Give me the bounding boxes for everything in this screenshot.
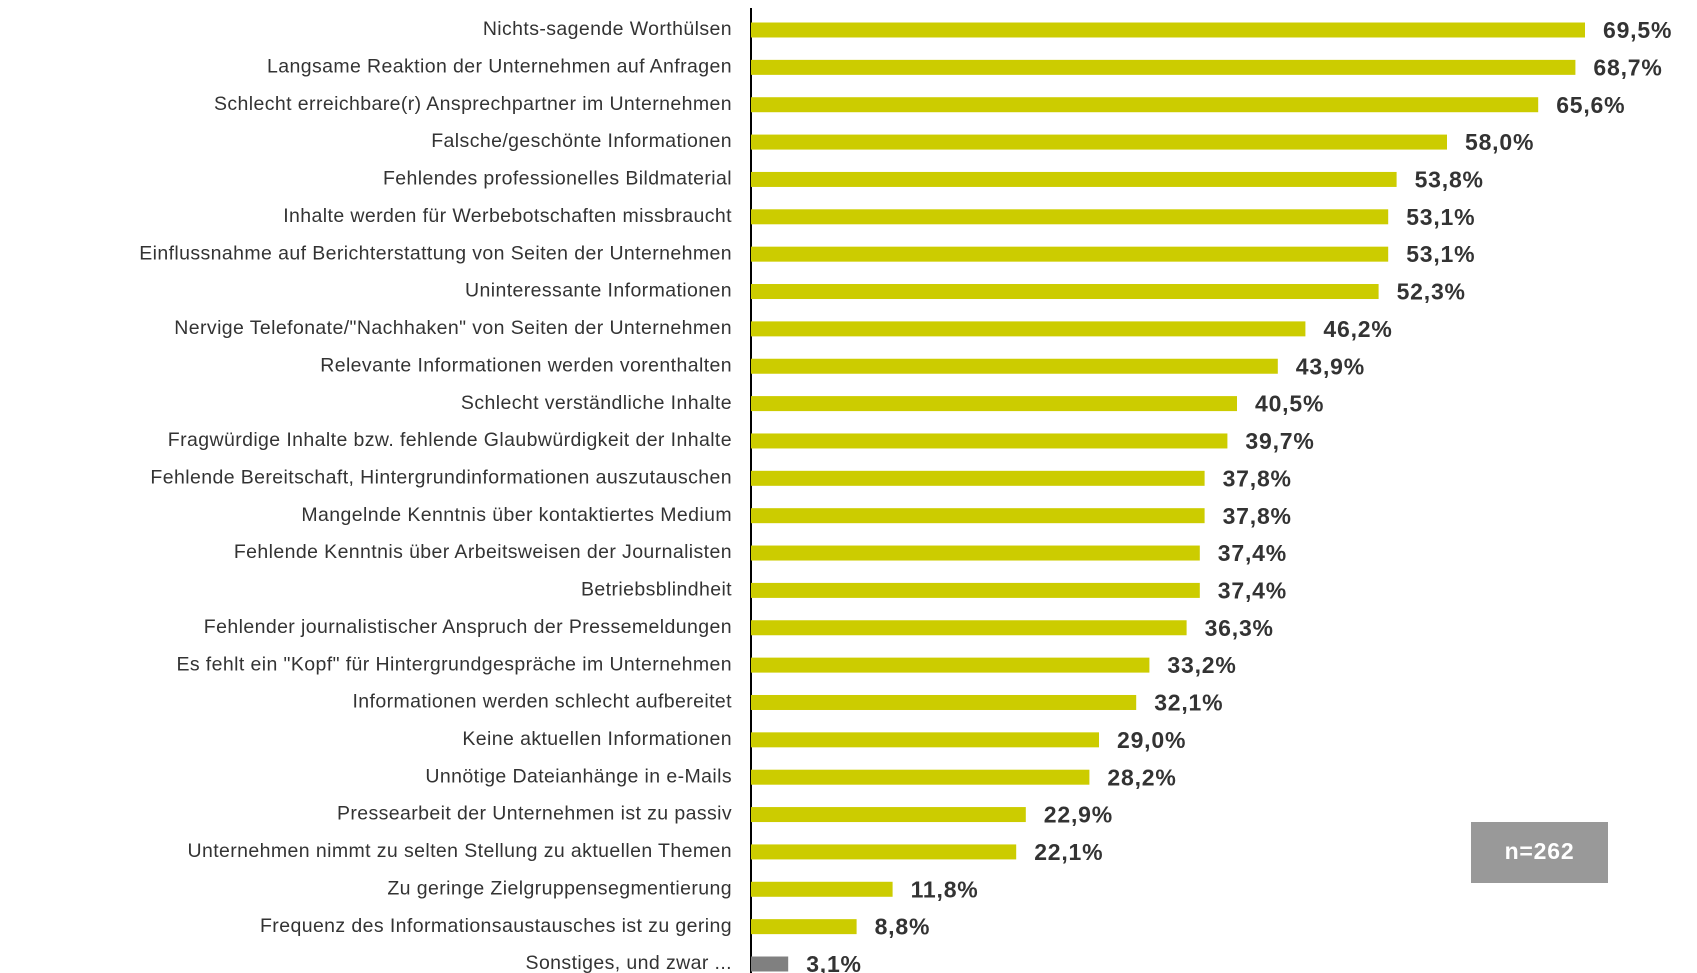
bar	[751, 508, 1205, 524]
category-label: Frequenz des Informationsaustausches ist…	[260, 915, 732, 937]
value-label: 40,5%	[1255, 391, 1324, 417]
bar	[751, 807, 1026, 823]
bar	[751, 22, 1585, 38]
bar	[751, 59, 1576, 75]
note-box: n=262	[1471, 822, 1608, 883]
value-label: 33,2%	[1167, 652, 1236, 678]
value-label: 39,7%	[1245, 428, 1314, 454]
category-label: Betriebsblindheit	[581, 579, 732, 601]
value-label: 29,0%	[1117, 727, 1186, 753]
category-label: Fehlende Bereitschaft, Hintergrundinform…	[150, 466, 732, 488]
category-label: Fragwürdige Inhalte bzw. fehlende Glaubw…	[168, 429, 732, 451]
category-label: Nichts-sagende Worthülsen	[483, 18, 732, 40]
value-label: 8,8%	[875, 914, 931, 940]
bar	[751, 396, 1237, 412]
category-label: Unnötige Dateianhänge in e-Mails	[425, 765, 732, 787]
bar	[751, 956, 789, 972]
category-label: Keine aktuellen Informationen	[462, 728, 732, 750]
value-label: 37,8%	[1223, 503, 1292, 529]
category-label: Pressearbeit der Unternehmen ist zu pass…	[337, 803, 732, 825]
value-label: 36,3%	[1205, 615, 1274, 641]
value-label: 37,4%	[1218, 577, 1287, 603]
category-label: Zu geringe Zielgruppensegmentierung	[387, 877, 732, 899]
category-label: Falsche/geschönte Informationen	[431, 130, 732, 152]
value-label: 28,2%	[1107, 764, 1176, 790]
category-label: Fehlender journalistischer Anspruch der …	[204, 616, 732, 638]
category-label: Relevante Informationen werden vorenthal…	[320, 354, 732, 376]
bar	[751, 582, 1200, 598]
value-label: 11,8%	[911, 876, 979, 902]
value-label: 53,8%	[1415, 167, 1484, 193]
value-label: 46,2%	[1323, 316, 1392, 342]
category-label: Sonstiges, und zwar ...	[526, 952, 732, 973]
value-label: 53,1%	[1406, 241, 1475, 267]
bar	[751, 694, 1137, 710]
bar	[751, 881, 893, 897]
value-label: 58,0%	[1465, 129, 1534, 155]
category-label: Schlecht erreichbare(r) Ansprechpartner …	[214, 93, 732, 115]
value-label: 22,1%	[1034, 839, 1103, 865]
category-label: Fehlendes professionelles Bildmaterial	[383, 168, 732, 190]
category-label: Inhalte werden für Werbebotschaften miss…	[283, 205, 732, 227]
value-label: 3,1%	[806, 951, 862, 973]
category-label: Nervige Telefonate/"Nachhaken" von Seite…	[174, 317, 732, 339]
value-label: 69,5%	[1603, 17, 1672, 43]
bar	[751, 246, 1389, 262]
value-label: 32,1%	[1154, 690, 1223, 716]
value-label: 22,9%	[1044, 802, 1113, 828]
value-label: 68,7%	[1593, 54, 1662, 80]
bar	[751, 545, 1200, 561]
value-label: 37,8%	[1223, 465, 1292, 491]
category-label: Uninteressante Informationen	[465, 280, 732, 302]
bar	[751, 171, 1397, 187]
bar	[751, 844, 1017, 860]
bar	[751, 919, 857, 935]
bar	[751, 134, 1447, 150]
category-label: Schlecht verständliche Inhalte	[461, 392, 732, 414]
bar	[751, 657, 1150, 673]
note-background	[1471, 822, 1608, 883]
bar	[751, 97, 1539, 113]
value-label: 65,6%	[1556, 92, 1625, 118]
value-label: 37,4%	[1218, 540, 1287, 566]
category-label: Langsame Reaktion der Unternehmen auf An…	[267, 56, 732, 78]
bar	[751, 209, 1389, 225]
category-label: Unternehmen nimmt zu selten Stellung zu …	[188, 840, 733, 862]
category-label: Fehlende Kenntnis über Arbeitsweisen der…	[234, 541, 732, 563]
sample-size-note: n=262	[1505, 838, 1575, 864]
bar	[751, 769, 1090, 785]
bar	[751, 284, 1379, 300]
category-label: Einflussnahme auf Berichterstattung von …	[139, 242, 732, 264]
bar	[751, 358, 1278, 374]
category-label: Mangelnde Kenntnis über kontaktiertes Me…	[301, 504, 732, 526]
bar	[751, 732, 1099, 748]
value-label: 53,1%	[1406, 204, 1475, 230]
value-label: 52,3%	[1397, 279, 1466, 305]
bar	[751, 433, 1228, 449]
category-label: Es fehlt ein "Kopf" für Hintergrundgespr…	[176, 653, 732, 675]
bar	[751, 470, 1205, 486]
value-label: 43,9%	[1296, 353, 1365, 379]
bar	[751, 620, 1187, 636]
bar	[751, 321, 1306, 337]
category-label: Informationen werden schlecht aufbereite…	[352, 691, 732, 713]
